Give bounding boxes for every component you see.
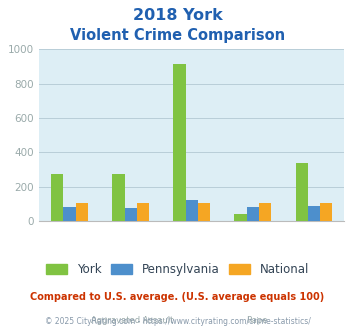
Bar — [112, 174, 125, 221]
Text: © 2025 CityRating.com - https://www.cityrating.com/crime-statistics/: © 2025 CityRating.com - https://www.city… — [45, 317, 310, 326]
Bar — [76, 203, 88, 221]
Bar — [125, 208, 137, 221]
Bar — [320, 203, 332, 221]
Bar — [51, 174, 64, 221]
Legend: York, Pennsylvania, National: York, Pennsylvania, National — [42, 258, 313, 281]
Text: 2018 York: 2018 York — [133, 8, 222, 23]
Bar — [173, 64, 186, 221]
Bar — [308, 206, 320, 221]
Bar — [295, 163, 308, 221]
Text: Violent Crime Comparison: Violent Crime Comparison — [70, 28, 285, 43]
Text: Aggravated Assault: Aggravated Assault — [91, 315, 173, 324]
Bar — [137, 203, 149, 221]
Bar — [186, 200, 198, 221]
Bar — [198, 203, 210, 221]
Text: Compared to U.S. average. (U.S. average equals 100): Compared to U.S. average. (U.S. average … — [31, 292, 324, 302]
Text: Rape: Rape — [246, 315, 267, 324]
Bar — [259, 203, 271, 221]
Bar — [234, 214, 247, 221]
Bar — [64, 207, 76, 221]
Bar — [247, 207, 259, 221]
